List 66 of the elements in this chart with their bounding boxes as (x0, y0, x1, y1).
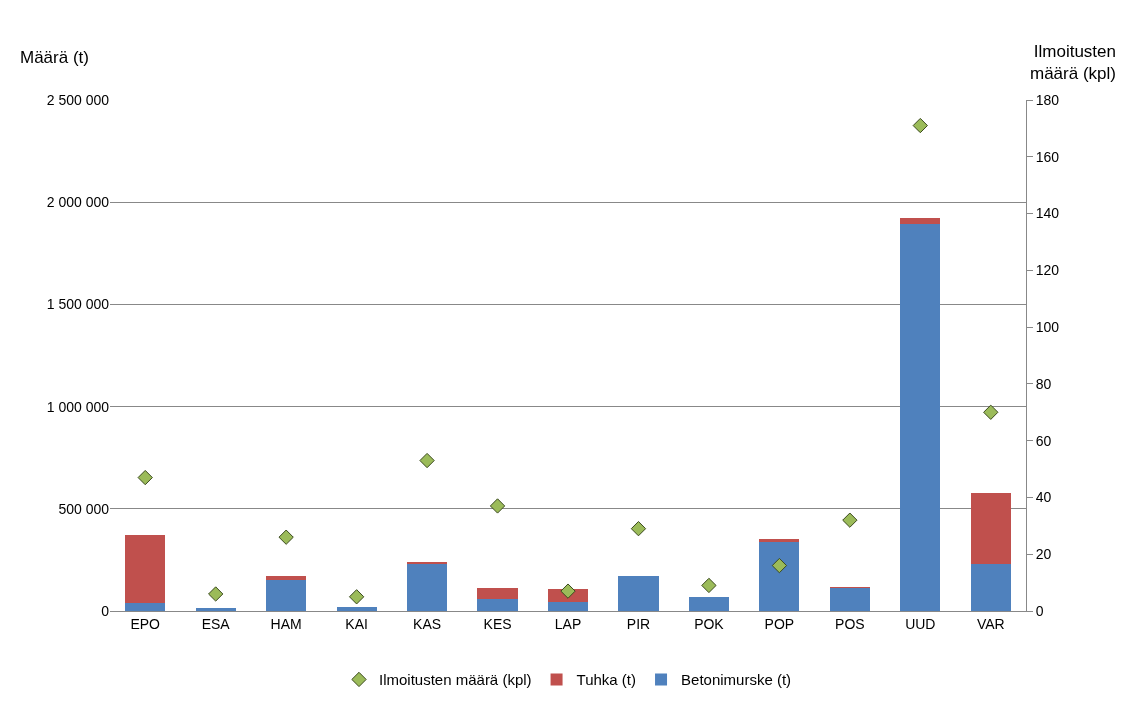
bar (970, 563, 1011, 611)
x-tick-label: PIR (626, 615, 651, 632)
bar (477, 598, 518, 611)
bar (759, 541, 800, 611)
y2-tick-label: 160 (1035, 148, 1060, 165)
bar (195, 607, 236, 611)
bar (547, 601, 589, 611)
legend-label: Betonimurske (t) (681, 671, 792, 689)
y-axis-title: Määrä (t) (20, 48, 89, 67)
y2-tick-label: 0 (1035, 602, 1044, 619)
y2-tick-label: 140 (1035, 205, 1060, 222)
x-tick-label: POK (694, 615, 725, 632)
x-tick-label: KES (483, 615, 512, 632)
x-tick-label: KAS (413, 615, 442, 632)
y2-tick-label: 20 (1035, 546, 1052, 563)
bar (266, 576, 307, 581)
point (912, 117, 928, 134)
x-tick-label: EPO (130, 615, 161, 632)
point (560, 583, 576, 599)
y2-tick-label: 100 (1035, 319, 1060, 336)
bar (125, 602, 166, 611)
y-tick-label: 1 000 000 (46, 398, 110, 415)
point (489, 498, 506, 514)
point (348, 589, 365, 605)
y-tick-label: 0 (101, 602, 110, 619)
bar (900, 223, 941, 611)
point (419, 452, 435, 469)
point (630, 521, 647, 537)
bar (125, 535, 166, 603)
y-tick-label: 2 000 000 (46, 194, 110, 211)
point (842, 512, 858, 528)
y2-tick-label: 180 (1035, 91, 1060, 108)
legend-label: Ilmoitusten määrä (kpl) (379, 671, 532, 689)
point (701, 577, 717, 594)
y-tick-label: 2 500 000 (46, 91, 110, 108)
x-tick-label: UUD (905, 615, 936, 632)
x-tick-label: POS (835, 615, 865, 632)
bar (829, 587, 870, 611)
point (983, 404, 999, 420)
legend-label: Tuhka (t) (576, 671, 637, 689)
y2-tick-label: 60 (1035, 432, 1052, 449)
bar (688, 596, 729, 611)
y-tick-label: 1 500 000 (46, 296, 110, 313)
x-tick-label: VAR (976, 615, 1005, 632)
bar (970, 493, 1011, 564)
bar (266, 580, 307, 611)
x-tick-label: POP (764, 615, 795, 632)
bar (759, 538, 800, 542)
x-tick-label: LAP (554, 615, 582, 632)
point (208, 586, 224, 602)
y2-tick-label: 80 (1035, 375, 1052, 392)
bar (336, 606, 377, 611)
y2-axis-title: Ilmoitusten määrä (kpl) (1030, 42, 1116, 84)
y2-tick-label: 40 (1035, 489, 1052, 506)
y-tick-label: 500 000 (58, 500, 110, 517)
x-tick-label: ESA (201, 615, 231, 632)
bar (407, 563, 448, 611)
point (137, 469, 153, 486)
point (771, 557, 788, 574)
x-tick-label: HAM (270, 615, 302, 632)
bar (477, 587, 518, 599)
x-tick-label: KAI (345, 615, 368, 632)
bar (900, 217, 941, 224)
y2-tick-label: 120 (1035, 262, 1060, 279)
bar (618, 575, 659, 611)
point (278, 529, 294, 545)
